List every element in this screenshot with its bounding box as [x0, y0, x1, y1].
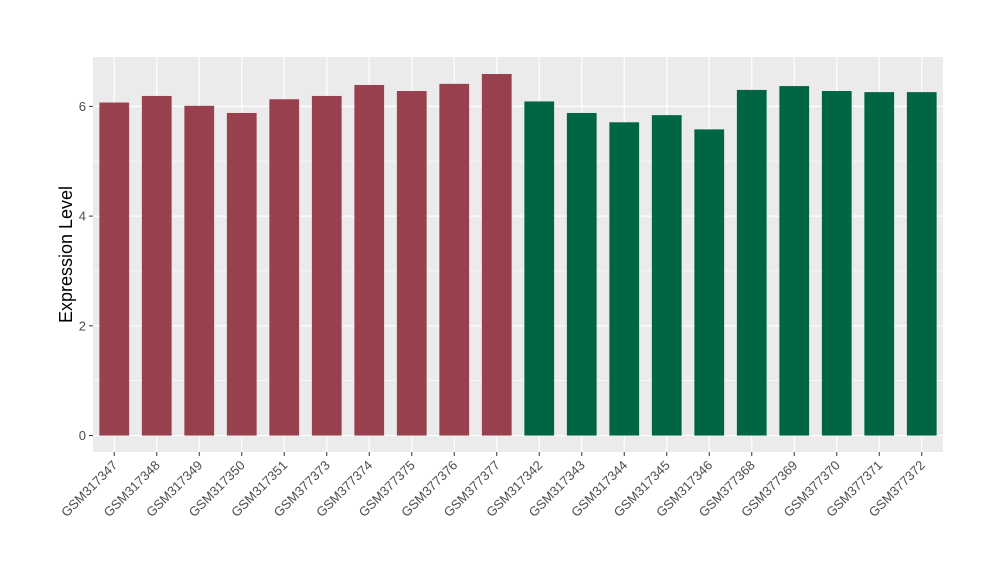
y-tick-label: 6 [79, 99, 86, 114]
y-axis: 0 2 4 6 [79, 99, 93, 443]
bar-GSM377377 [481, 74, 512, 436]
bar-GSM317344 [609, 122, 640, 436]
y-tick-label: 2 [79, 318, 86, 333]
bar-GSM317350 [226, 112, 257, 436]
y-tick-label: 0 [79, 428, 86, 443]
bar-GSM377374 [354, 84, 385, 436]
y-tick-label: 4 [79, 209, 86, 224]
bar-GSM317345 [651, 115, 682, 436]
bar-GSM317343 [566, 112, 597, 436]
x-axis: GSM317347GSM317348GSM317349GSM317350GSM3… [58, 452, 928, 520]
bars [99, 74, 937, 436]
plot-panel [93, 57, 943, 452]
y-axis-label: Expression Level [56, 186, 76, 323]
bar-GSM317348 [141, 95, 172, 436]
bar-GSM377368 [736, 89, 767, 436]
bar-GSM317349 [184, 105, 215, 436]
bar-GSM317347 [99, 102, 130, 436]
bar-GSM377370 [821, 91, 852, 436]
bar-GSM377371 [864, 92, 895, 436]
bar-GSM377376 [439, 83, 470, 436]
bar-GSM377373 [311, 95, 342, 436]
bar-GSM317351 [269, 99, 300, 436]
bar-GSM377372 [906, 92, 937, 436]
bar-GSM377375 [396, 91, 427, 436]
bar-GSM377369 [779, 86, 810, 436]
bar-GSM317342 [524, 101, 555, 436]
bar-GSM317346 [694, 129, 725, 436]
